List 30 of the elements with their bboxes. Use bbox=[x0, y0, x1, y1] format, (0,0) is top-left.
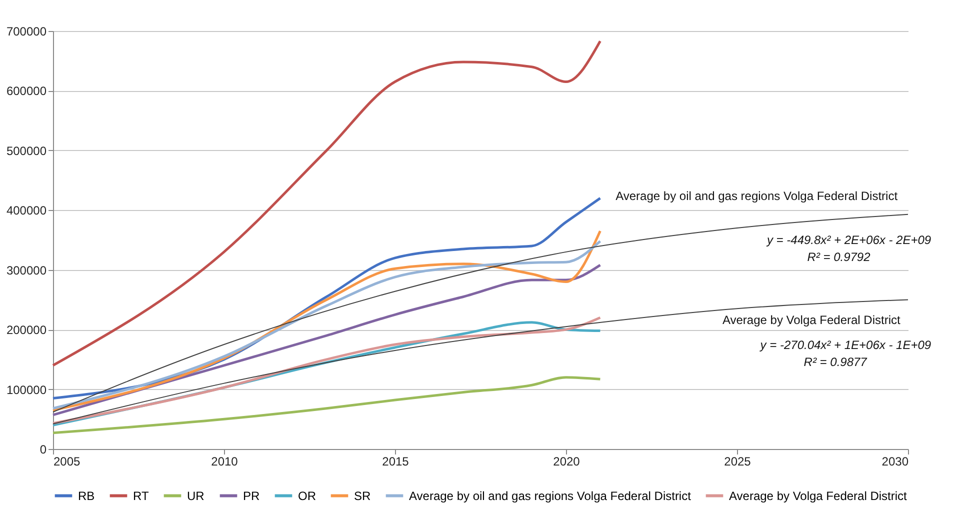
y-tick-label: 700000 bbox=[6, 24, 47, 38]
y-tick-label: 600000 bbox=[6, 84, 47, 98]
y-tick-label: 400000 bbox=[6, 204, 47, 218]
y-tick-label: 0 bbox=[40, 442, 47, 456]
legend-label: OR bbox=[298, 488, 316, 503]
annotation: R² = 0.9877 bbox=[804, 355, 868, 370]
line-series bbox=[52, 376, 602, 434]
annotation: R² = 0.9792 bbox=[807, 250, 871, 264]
legend-label: Average by oil and gas regions Volga Federal District bbox=[409, 488, 692, 503]
legend-label: Average by Volga Federal District bbox=[729, 488, 908, 503]
y-tick-label: 200000 bbox=[6, 323, 47, 338]
annotation: Average by oil and gas regions Volga Federal District bbox=[616, 189, 898, 204]
x-tick-label: 2010 bbox=[211, 454, 238, 468]
y-tick-label: 300000 bbox=[6, 263, 47, 278]
legend-label: PR bbox=[243, 488, 260, 503]
annotation: y = -449.8x² + 2E+06x - 2E+09 bbox=[766, 233, 932, 247]
legend-label: RT bbox=[133, 488, 150, 503]
line-series bbox=[52, 40, 602, 367]
x-tick-label: 2015 bbox=[382, 454, 410, 468]
legend-label: SR bbox=[354, 488, 372, 503]
x-tick-label: 2020 bbox=[553, 454, 580, 468]
x-tick-label: 2005 bbox=[54, 454, 81, 468]
x-tick-label: 2025 bbox=[724, 454, 752, 468]
annotation: Average by Volga Federal District bbox=[722, 312, 901, 327]
legend-label: UR bbox=[187, 488, 205, 503]
y-tick-label: 100000 bbox=[6, 382, 47, 397]
y-tick-label: 500000 bbox=[6, 144, 47, 158]
legend-label: RB bbox=[78, 488, 95, 503]
annotation: y = -270.04x² + 1E+06x - 1E+09 bbox=[759, 338, 932, 352]
x-tick-label: 2030 bbox=[882, 454, 909, 468]
